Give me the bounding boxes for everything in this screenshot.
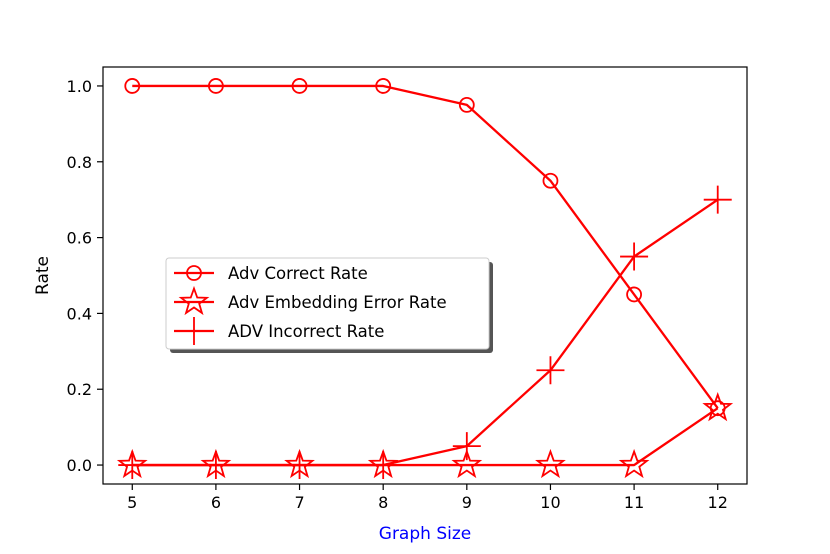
data-point-plus — [703, 185, 732, 214]
data-point-plus — [536, 356, 565, 385]
series-line — [132, 84, 719, 409]
series-layer — [116, 78, 734, 480]
data-point-circle — [291, 78, 308, 94]
axes-frame — [102, 66, 748, 485]
data-point-star — [451, 448, 483, 479]
data-point-circle — [124, 78, 141, 94]
legend-label: Adv Embedding Error Rate — [228, 293, 447, 312]
y-tick-label: 0.0 — [67, 456, 92, 475]
data-point-circle — [542, 172, 559, 189]
x-tick-label: 10 — [540, 493, 560, 512]
legend-item: Adv Embedding Error Rate — [174, 285, 447, 316]
data-point-star — [535, 448, 566, 479]
data-point-circle — [375, 78, 392, 94]
legend-marker-star — [178, 285, 210, 316]
data-point-star — [618, 448, 650, 479]
x-tick-label: 7 — [294, 493, 304, 512]
x-tick-label: 9 — [462, 493, 472, 512]
data-point-plus — [369, 451, 398, 480]
data-point-circle — [458, 97, 475, 113]
data-point-plus — [285, 451, 314, 480]
data-point-circle — [626, 286, 642, 303]
legend: Adv Correct Rate Adv Embedding Error Rate… — [165, 257, 493, 353]
series-plus — [118, 185, 732, 480]
y-tick-label: 1.0 — [67, 77, 92, 96]
x-tick-label: 8 — [378, 493, 388, 512]
data-point-plus — [452, 432, 481, 461]
legend-item: Adv Correct Rate — [174, 264, 368, 283]
series-star — [116, 392, 734, 479]
y-tick-label: 0.8 — [67, 153, 92, 172]
x-tick-label: 11 — [624, 493, 644, 512]
x-axis-label: Graph Size — [379, 524, 471, 544]
legend-box — [165, 257, 490, 350]
x-tick-label: 12 — [708, 493, 728, 512]
legend-marker-plus — [180, 317, 208, 345]
y-tick-label: 0.6 — [67, 229, 92, 248]
x-tick-label: 5 — [127, 493, 137, 512]
data-point-plus — [620, 242, 649, 271]
ticks-layer: 5 6 7 8 9 10 11 12 0.0 0.2 0.4 0.6 0.8 1.0 — [67, 77, 728, 512]
legend-item: ADV Incorrect Rate — [174, 317, 384, 345]
y-axis-label: Rate — [33, 256, 53, 295]
data-point-circle — [208, 78, 224, 94]
data-point-star — [702, 392, 734, 422]
data-point-plus — [201, 451, 230, 480]
legend-label: ADV Incorrect Rate — [228, 322, 384, 341]
x-tick-label: 6 — [211, 493, 221, 512]
y-tick-label: 0.4 — [67, 304, 92, 323]
y-tick-label: 0.2 — [67, 380, 92, 399]
legend-label: Adv Correct Rate — [228, 264, 368, 283]
legend-marker-circle — [186, 265, 202, 281]
data-point-plus — [118, 451, 147, 480]
